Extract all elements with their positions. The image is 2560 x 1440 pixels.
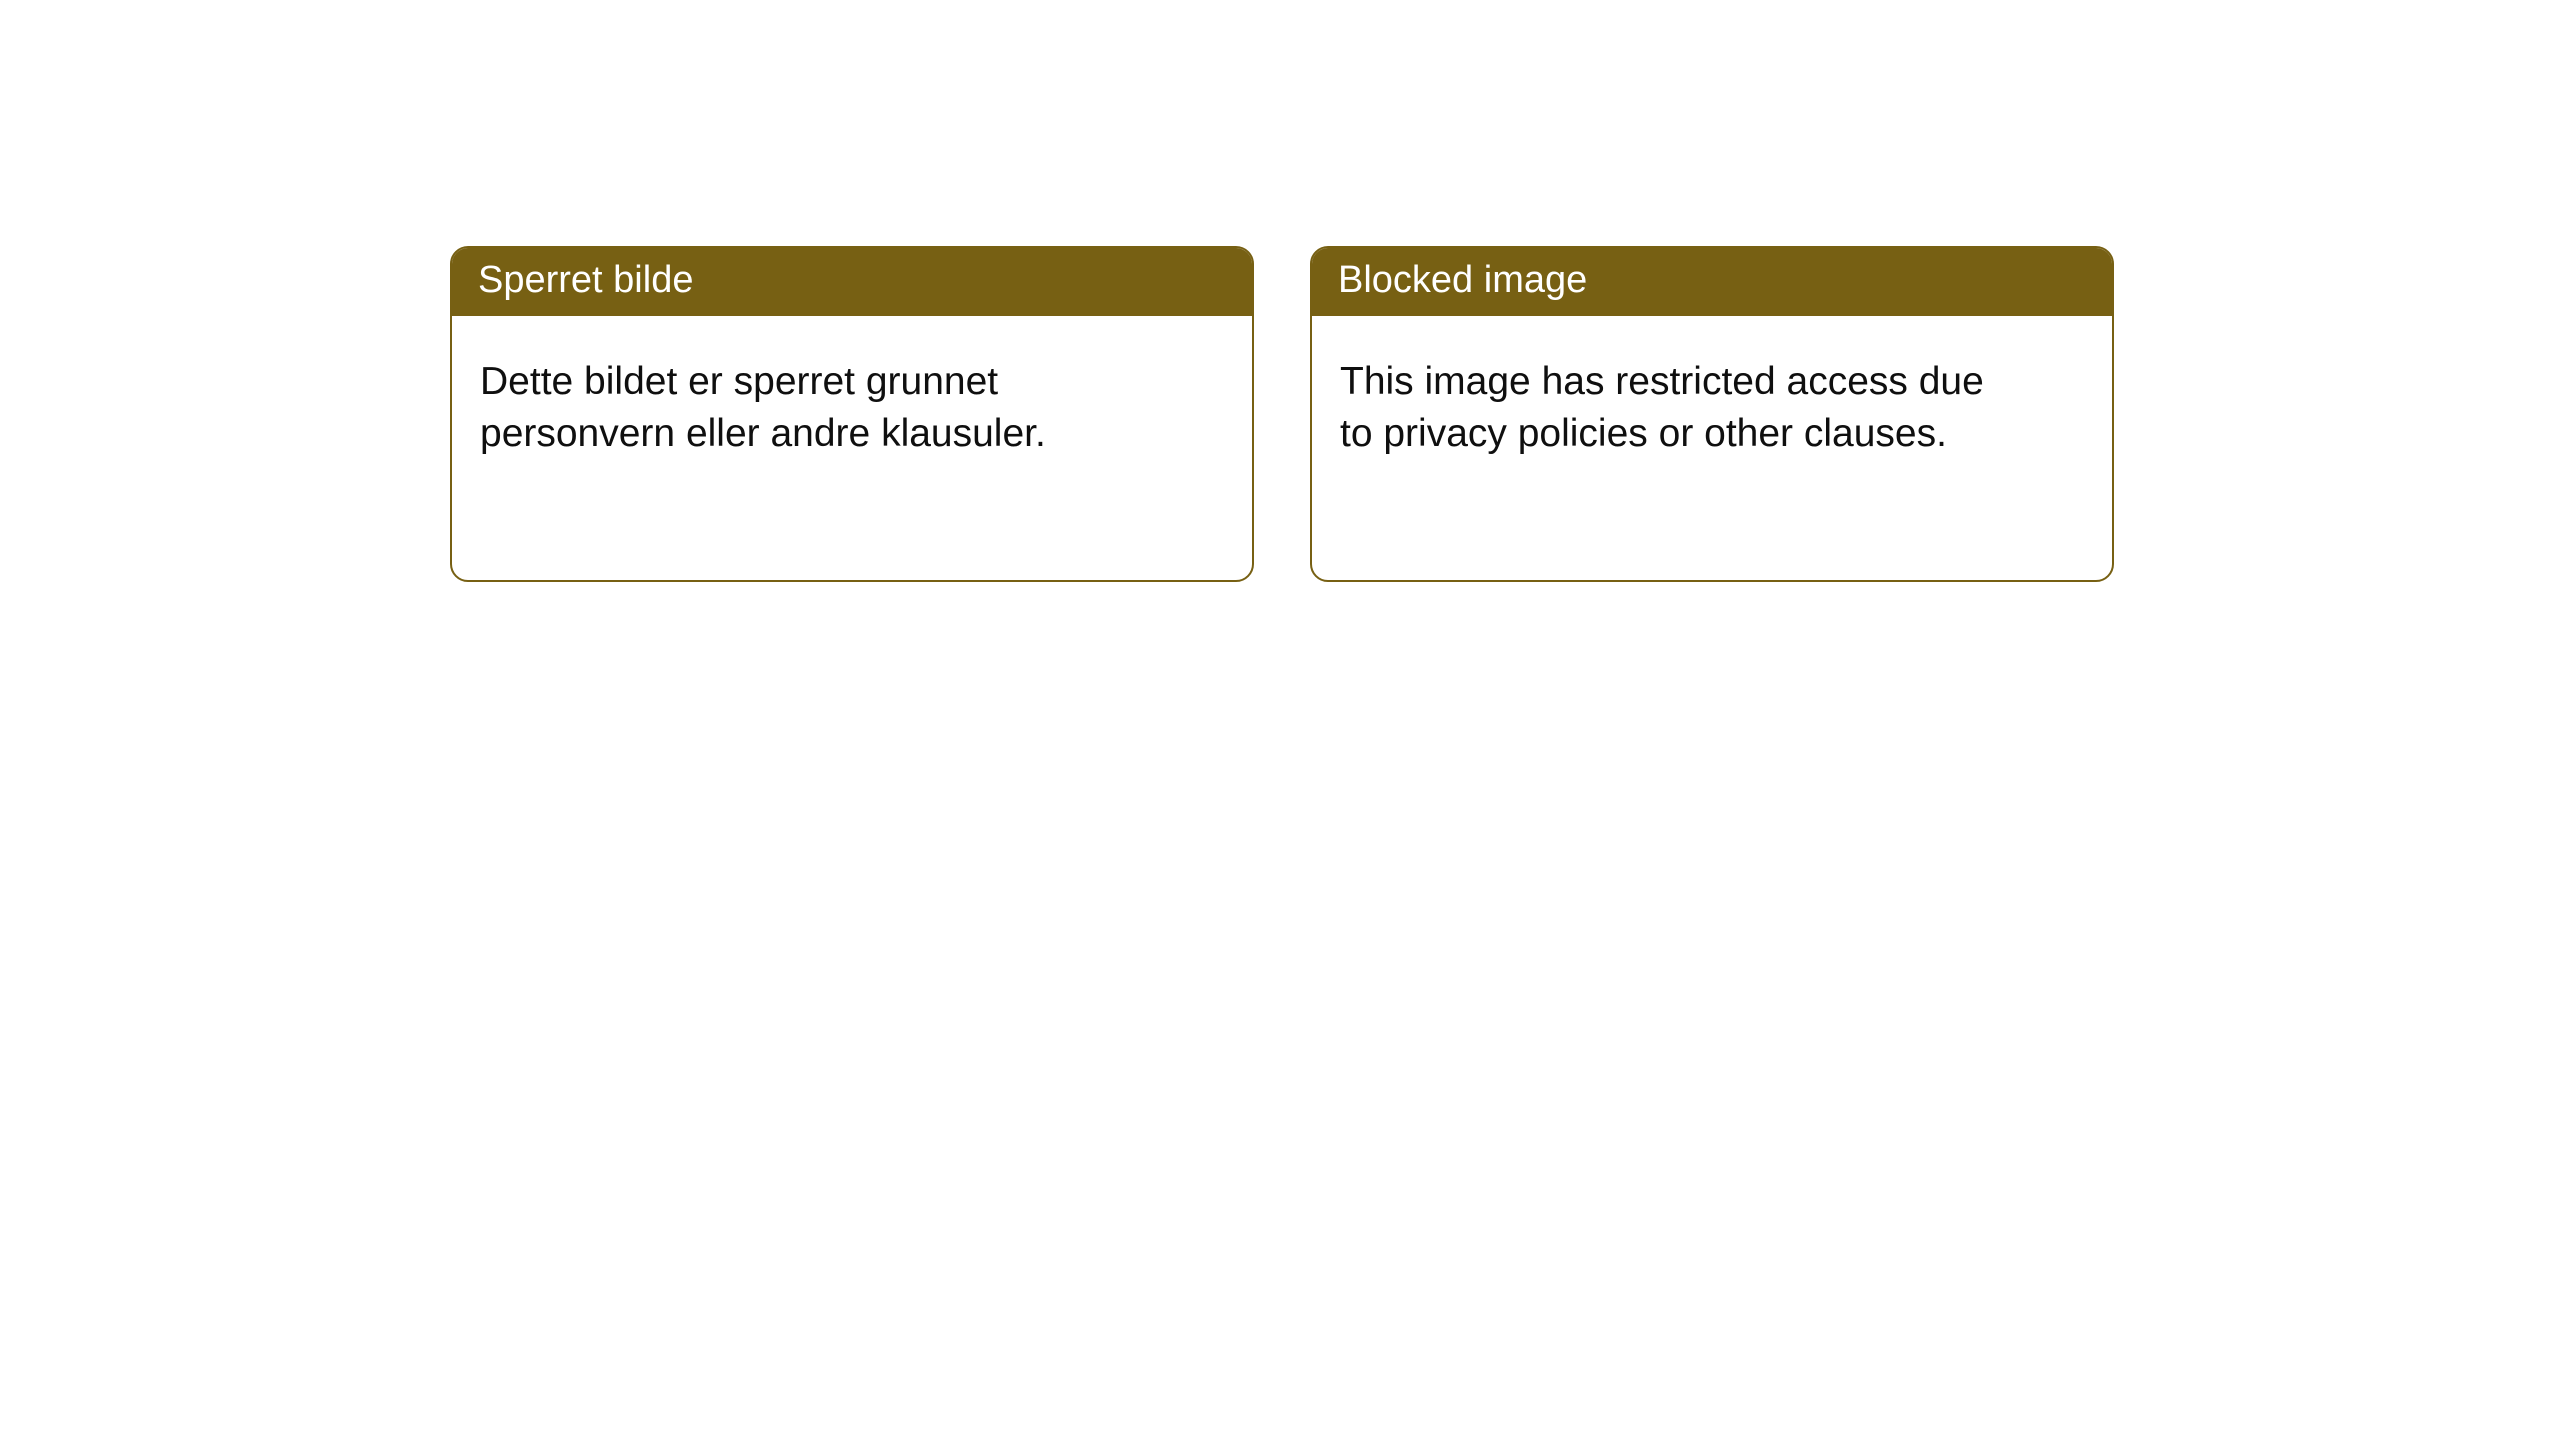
notice-card-no: Sperret bilde Dette bildet er sperret gr… <box>450 246 1254 582</box>
notice-cards-row: Sperret bilde Dette bildet er sperret gr… <box>0 0 2560 582</box>
notice-card-title: Sperret bilde <box>452 248 1252 316</box>
notice-card-en: Blocked image This image has restricted … <box>1310 246 2114 582</box>
notice-card-title: Blocked image <box>1312 248 2112 316</box>
notice-card-body: Dette bildet er sperret grunnet personve… <box>452 316 1152 489</box>
notice-card-body: This image has restricted access due to … <box>1312 316 2012 489</box>
